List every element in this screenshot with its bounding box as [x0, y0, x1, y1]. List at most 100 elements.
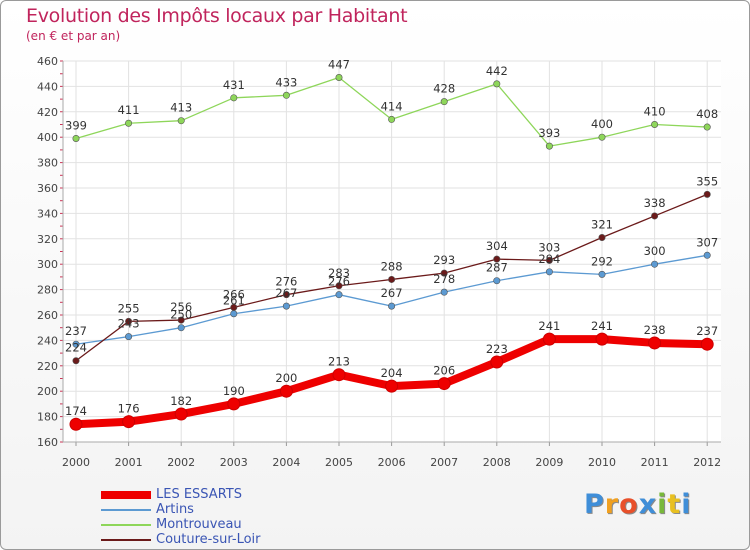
x-tick-labels: 2000 2001 2002 2003 2004 2005 2006 2007 2008 2009…: [62, 456, 721, 469]
legend-swatch-couture-sur-loir: [101, 538, 151, 541]
x-tick-label: 2008: [483, 456, 511, 469]
x-tick-label: 2003: [220, 456, 248, 469]
x-tick-label: 2002: [167, 456, 195, 469]
data-point: [385, 379, 399, 393]
y-tick-label: 440: [37, 80, 58, 93]
data-label: 182: [170, 394, 192, 408]
data-label: 287: [486, 261, 508, 275]
data-label: 238: [644, 323, 666, 337]
axes: [60, 60, 721, 446]
y-tick-label: 200: [37, 385, 58, 398]
data-label: 413: [170, 101, 192, 115]
data-point: [598, 133, 606, 141]
x-tick-label: 2004: [272, 456, 300, 469]
y-tick-label: 160: [37, 436, 58, 449]
data-point: [440, 288, 448, 296]
data-label: 300: [644, 244, 666, 258]
data-label: 411: [118, 103, 140, 117]
y-tick-label: 320: [37, 233, 58, 246]
chart-subtitle: (en € et par an): [26, 29, 121, 43]
x-tick-label: 2006: [378, 456, 406, 469]
logo-letter: x: [638, 489, 658, 520]
legend-swatch-les-essarts: [101, 490, 151, 499]
data-point: [72, 340, 80, 348]
data-point: [177, 324, 185, 332]
data-point: [69, 417, 83, 431]
x-tick-label: 2009: [535, 456, 563, 469]
logo-letter: o: [619, 489, 639, 520]
data-label: 241: [591, 319, 613, 333]
data-point: [440, 98, 448, 106]
data-point: [493, 255, 501, 263]
data-point: [335, 282, 343, 290]
y-tick-label: 300: [37, 258, 58, 271]
data-point: [230, 94, 238, 102]
data-label: 213: [328, 355, 350, 369]
y-tick-label: 180: [37, 411, 58, 424]
x-tick-label: 2012: [693, 456, 721, 469]
data-point: [437, 377, 451, 391]
data-point: [493, 277, 501, 285]
proxiti-logo: Proxiti: [584, 489, 692, 520]
logo-letter: r: [604, 489, 620, 520]
y-tick-labels: 160 180 200 220 240 260 280 300 320 340 360 380 400 4…: [37, 55, 58, 449]
data-label: 294: [538, 252, 560, 266]
data-point: [174, 407, 188, 421]
data-point: [703, 123, 711, 131]
data-point: [388, 115, 396, 123]
data-labels: 399 411 413 431 433 447 414 428 442 393 400 410 408 2…: [65, 58, 718, 419]
data-point: [177, 316, 185, 324]
series-lines: [69, 74, 714, 431]
y-tick-label: 460: [37, 55, 58, 68]
data-label: 321: [591, 218, 613, 232]
data-label: 410: [644, 105, 666, 119]
data-label: 442: [486, 64, 508, 78]
data-point: [545, 268, 553, 276]
data-label: 338: [644, 196, 666, 210]
data-label: 283: [328, 266, 350, 280]
x-tick-label: 2000: [62, 456, 90, 469]
data-label: 261: [223, 294, 245, 308]
data-label: 307: [696, 235, 718, 249]
data-label: 399: [65, 118, 87, 132]
data-label: 447: [328, 58, 350, 72]
data-point: [700, 337, 714, 351]
data-point: [227, 397, 241, 411]
data-label: 267: [381, 286, 403, 300]
data-label: 276: [328, 275, 350, 289]
data-point: [595, 332, 609, 346]
legend-item-artins: Artins: [101, 502, 261, 517]
x-tick-label: 2007: [430, 456, 458, 469]
data-point: [493, 80, 501, 88]
data-label: 176: [118, 402, 140, 416]
data-point: [282, 91, 290, 99]
data-point: [335, 74, 343, 82]
data-point: [125, 333, 133, 341]
data-label: 237: [696, 324, 718, 338]
legend-label: Montrouveau: [156, 517, 242, 532]
x-tick-label: 2010: [588, 456, 616, 469]
data-point: [651, 212, 659, 220]
legend-item-montrouveau: Montrouveau: [101, 517, 261, 532]
legend-item-les-essarts: LES ESSARTS: [101, 487, 261, 502]
y-tick-label: 340: [37, 207, 58, 220]
data-point: [545, 256, 553, 264]
data-point: [230, 310, 238, 318]
data-label: 224: [65, 341, 87, 355]
data-label: 223: [486, 342, 508, 356]
data-label: 433: [275, 75, 297, 89]
data-label: 428: [433, 82, 455, 96]
data-label: 393: [538, 126, 560, 140]
legend-label: Couture-sur-Loir: [156, 532, 261, 547]
legend-label: LES ESSARTS: [156, 487, 242, 502]
data-point: [125, 317, 133, 325]
y-tick-label: 240: [37, 334, 58, 347]
data-label: 266: [223, 287, 245, 301]
data-point: [490, 355, 504, 369]
y-tick-label: 380: [37, 157, 58, 170]
data-label: 250: [170, 308, 192, 322]
data-point: [72, 134, 80, 142]
data-label: 174: [65, 404, 87, 418]
data-point: [703, 190, 711, 198]
logo-letter: i: [681, 489, 692, 520]
